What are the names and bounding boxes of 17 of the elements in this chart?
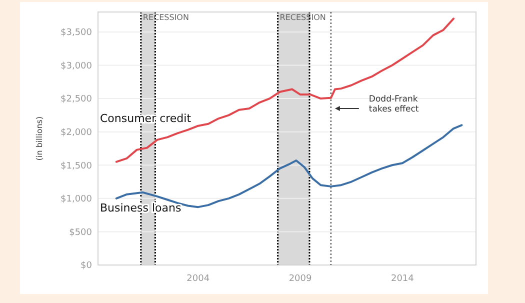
y-tick-label: $500: [69, 228, 92, 238]
y-tick-label: $3,000: [60, 61, 92, 72]
series-label: Consumer credit: [100, 112, 192, 125]
x-tick-label: 2009: [288, 274, 312, 284]
band-label: RECESSION: [142, 13, 189, 22]
y-tick-label: $2,000: [60, 128, 92, 138]
y-tick-label: $2,500: [60, 94, 92, 105]
y-tick-label: $1,500: [60, 161, 92, 172]
y-tick-label: $0: [80, 261, 92, 272]
y-axis-title: (in billions): [35, 116, 44, 161]
y-tick-label: $1,000: [60, 194, 92, 205]
x-tick-label: 2004: [186, 274, 210, 284]
ref-line-label: Dodd-Frank takes effect: [368, 94, 420, 115]
x-tick-label: 2014: [390, 274, 414, 284]
y-tick-label: $3,500: [60, 28, 92, 38]
band-label: RECESSION: [280, 13, 326, 22]
series-label: Business loans: [100, 201, 182, 214]
